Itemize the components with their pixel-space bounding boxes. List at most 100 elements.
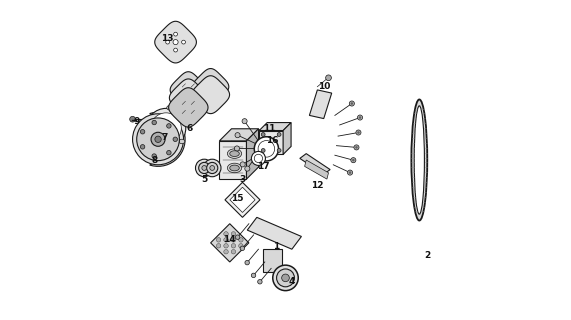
Circle shape (140, 145, 145, 149)
Circle shape (351, 158, 356, 163)
Polygon shape (259, 123, 291, 131)
Text: 1: 1 (273, 242, 279, 251)
Ellipse shape (227, 149, 242, 158)
Circle shape (251, 273, 256, 278)
Text: 9: 9 (133, 117, 139, 126)
Circle shape (239, 244, 243, 248)
Circle shape (166, 40, 170, 44)
Circle shape (325, 75, 331, 81)
Ellipse shape (167, 106, 172, 110)
Circle shape (231, 238, 236, 242)
Ellipse shape (230, 165, 239, 171)
Circle shape (224, 238, 228, 242)
Circle shape (240, 246, 244, 251)
Circle shape (235, 132, 240, 138)
Circle shape (231, 232, 236, 236)
Circle shape (251, 151, 266, 165)
Polygon shape (247, 129, 259, 179)
Text: 10: 10 (317, 82, 330, 91)
Circle shape (357, 131, 360, 134)
Ellipse shape (195, 159, 213, 177)
Circle shape (354, 145, 359, 150)
Ellipse shape (203, 159, 221, 177)
Polygon shape (247, 217, 301, 249)
Polygon shape (170, 79, 207, 117)
Text: 12: 12 (311, 181, 324, 190)
Ellipse shape (230, 151, 239, 156)
Circle shape (235, 235, 240, 239)
Circle shape (167, 150, 171, 155)
Text: 17: 17 (257, 162, 270, 171)
Circle shape (152, 154, 156, 158)
Circle shape (224, 250, 228, 254)
Circle shape (216, 238, 221, 242)
Circle shape (282, 274, 289, 282)
Circle shape (173, 40, 178, 45)
Circle shape (167, 124, 171, 128)
Polygon shape (211, 224, 249, 262)
Circle shape (174, 48, 178, 52)
Circle shape (151, 132, 165, 146)
Polygon shape (155, 21, 196, 63)
Circle shape (356, 130, 361, 135)
Polygon shape (230, 187, 255, 212)
Circle shape (216, 244, 221, 248)
Polygon shape (150, 112, 185, 166)
Polygon shape (309, 90, 332, 119)
Circle shape (349, 101, 355, 106)
Polygon shape (192, 68, 229, 105)
Circle shape (242, 119, 247, 124)
Ellipse shape (199, 162, 210, 173)
Polygon shape (170, 72, 207, 108)
Circle shape (262, 148, 265, 152)
Circle shape (146, 108, 186, 148)
Circle shape (224, 232, 228, 236)
Circle shape (132, 114, 183, 165)
Circle shape (130, 116, 135, 122)
Circle shape (348, 170, 352, 175)
Circle shape (174, 32, 178, 36)
Polygon shape (231, 129, 259, 167)
Circle shape (254, 137, 279, 161)
Text: 15: 15 (231, 194, 244, 203)
Circle shape (254, 154, 263, 163)
Circle shape (231, 244, 236, 248)
Circle shape (277, 132, 281, 136)
Ellipse shape (144, 133, 150, 138)
Polygon shape (300, 154, 330, 174)
Text: 6: 6 (187, 124, 193, 132)
Polygon shape (219, 141, 247, 179)
Text: 8: 8 (152, 156, 158, 164)
Ellipse shape (179, 139, 185, 144)
Polygon shape (225, 182, 260, 217)
Text: 5: 5 (201, 175, 207, 184)
Text: 14: 14 (223, 235, 236, 244)
Circle shape (351, 102, 353, 105)
Text: 4: 4 (289, 276, 295, 285)
Ellipse shape (227, 163, 242, 173)
Polygon shape (219, 129, 259, 141)
Circle shape (349, 171, 351, 174)
Circle shape (352, 159, 355, 162)
Circle shape (359, 116, 361, 119)
Text: 13: 13 (162, 35, 174, 44)
Ellipse shape (411, 100, 427, 220)
Circle shape (182, 40, 186, 44)
Circle shape (231, 250, 236, 254)
Polygon shape (304, 160, 328, 179)
Circle shape (273, 265, 298, 291)
Circle shape (239, 238, 243, 242)
Circle shape (258, 140, 275, 157)
Circle shape (234, 146, 239, 151)
Polygon shape (259, 131, 283, 155)
Circle shape (245, 260, 250, 265)
Text: 3: 3 (239, 175, 246, 184)
Text: 16: 16 (267, 136, 279, 145)
Ellipse shape (414, 106, 424, 214)
Circle shape (245, 166, 250, 171)
Circle shape (258, 280, 262, 284)
Circle shape (140, 130, 145, 134)
Circle shape (155, 136, 161, 142)
Polygon shape (283, 123, 291, 155)
Circle shape (151, 113, 182, 143)
